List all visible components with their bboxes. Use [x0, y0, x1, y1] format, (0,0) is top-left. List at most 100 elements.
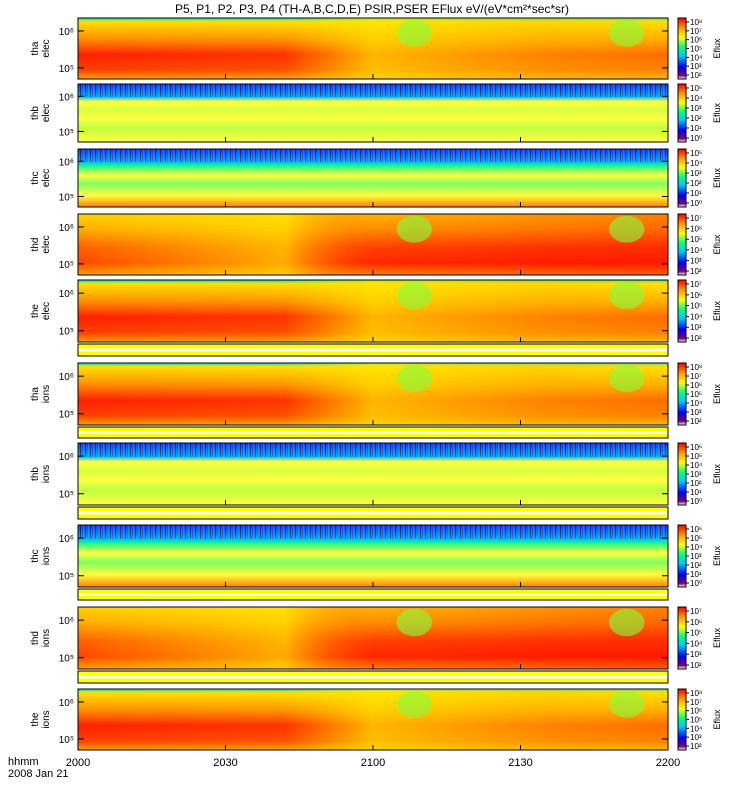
panel-probe-label: thd — [30, 238, 41, 252]
panel-species-label: elec — [41, 104, 52, 122]
y-tick-label: 10⁶ — [59, 289, 74, 300]
spectrogram-overlay — [78, 689, 668, 750]
panel-species-label: ions — [41, 547, 52, 565]
colorbar-tick-label: 10⁴ — [690, 94, 703, 103]
colorbar-tick-label: 10² — [690, 267, 702, 276]
colorbar-tick-label: 10⁴ — [690, 399, 703, 408]
colorbar-tick-label: 10⁵ — [690, 302, 702, 311]
y-tick-label: 10⁵ — [59, 64, 74, 75]
colorbar-tick-label: 10⁶ — [690, 618, 702, 627]
colorbar-tick-label: 10¹ — [690, 570, 702, 579]
colorbar-tick-label: 10³ — [690, 104, 702, 113]
colorbar-tick-label: 10⁴ — [690, 246, 703, 255]
spectrogram-feature — [396, 690, 432, 718]
y-tick-label: 10⁵ — [59, 490, 74, 501]
panel-species-label: ions — [41, 629, 52, 647]
y-tick-label: 10⁵ — [59, 654, 74, 665]
spectrogram-overlay — [78, 363, 668, 425]
panel-species-label: elec — [41, 235, 52, 253]
colorbar-label: Eflux — [712, 167, 722, 188]
spectrogram-feature — [396, 608, 432, 637]
panel-species-label: ions — [41, 385, 52, 403]
colorbar-tick-label: 10² — [690, 479, 702, 488]
colorbar-tick-label: 10⁷ — [690, 372, 702, 381]
colorbar-tick-label: 10² — [690, 417, 702, 426]
colorbar-tick-label: 10⁵ — [690, 452, 702, 461]
y-tick-label: 10⁵ — [59, 572, 74, 583]
colorbar-label: Eflux — [712, 463, 722, 484]
colorbar-tick-label: 10⁶ — [690, 225, 702, 234]
separator-strip-gap — [79, 431, 667, 434]
colorbar-tick-label: 10⁸ — [690, 18, 702, 27]
panel-probe-label: thb — [30, 467, 41, 481]
colorbar-label: Eflux — [712, 102, 722, 123]
spectrogram-noise — [78, 525, 668, 539]
colorbar-tick-label: 10⁵ — [690, 84, 702, 93]
y-tick-label: 10⁵ — [59, 327, 74, 338]
y-tick-label: 10⁵ — [59, 127, 74, 138]
colorbar-tick-label: 10² — [690, 661, 702, 670]
colorbar — [677, 606, 687, 670]
panel-probe-label: tha — [30, 387, 41, 401]
spectrogram-feature — [609, 215, 645, 243]
colorbar — [677, 213, 687, 276]
colorbar — [677, 442, 687, 506]
y-tick-label: 10⁵ — [59, 260, 74, 271]
time-axis-date: 2008 Jan 21 — [8, 768, 69, 780]
spectrogram-overlay — [78, 280, 668, 342]
time-tick-label: 2100 — [361, 757, 385, 769]
colorbar-tick-label: 10⁶ — [690, 525, 702, 534]
y-tick-label: 10⁶ — [59, 157, 74, 168]
colorbar-tick-label: 10⁴ — [690, 543, 703, 552]
spectrogram-feature — [609, 281, 645, 310]
y-tick-label: 10⁶ — [59, 223, 74, 234]
spectrogram-feature — [609, 608, 645, 637]
colorbar-tick-label: 10³ — [690, 552, 702, 561]
colorbar — [677, 83, 687, 143]
colorbar-tick-label: 10⁴ — [690, 53, 703, 62]
colorbar — [677, 279, 687, 343]
colorbar — [677, 688, 687, 751]
colorbar-label: Eflux — [712, 627, 722, 648]
colorbar-tick-label: 10³ — [690, 408, 702, 417]
panel-species-label: ions — [41, 465, 52, 483]
colorbar-tick-label: 10⁵ — [690, 235, 702, 244]
colorbar — [677, 362, 687, 426]
colorbar-tick-label: 10⁴ — [690, 312, 703, 321]
colorbar-tick-label: 10⁵ — [690, 629, 702, 638]
colorbar-tick-label: 10¹ — [690, 189, 702, 198]
y-tick-label: 10⁶ — [59, 616, 74, 627]
colorbar-tick-label: 10⁵ — [690, 45, 702, 54]
panel-probe-label: thb — [30, 106, 41, 120]
time-tick-label: 2200 — [656, 757, 680, 769]
colorbar-tick-label: 10⁴ — [690, 639, 703, 648]
panel-probe-label: thc — [30, 171, 41, 184]
colorbar-tick-label: 10² — [690, 114, 702, 123]
separator-strip-gap — [79, 348, 667, 352]
colorbar-tick-label: 10⁰ — [690, 497, 702, 506]
colorbar-tick-label: 10⁷ — [690, 607, 702, 616]
colorbar-tick-label: 10⁴ — [690, 461, 703, 470]
colorbar-tick-label: 10³ — [690, 470, 702, 479]
colorbar-tick-label: 10² — [690, 561, 702, 570]
spectrogram-feature — [609, 364, 645, 393]
panel-species-label: elec — [41, 39, 52, 57]
colorbar-tick-label: 10⁷ — [690, 27, 702, 36]
separator-strip-gap — [79, 675, 667, 679]
colorbar-tick-label: 10³ — [690, 169, 702, 178]
colorbar-tick-label: 10⁸ — [690, 363, 702, 372]
panel-probe-label: the — [30, 304, 41, 318]
panel-probe-label: the — [30, 712, 41, 726]
colorbar-tick-label: 10³ — [690, 256, 702, 265]
colorbar-tick-label: 10⁰ — [690, 199, 702, 208]
spectrogram-feature — [396, 281, 432, 310]
spectrogram-overlay — [78, 18, 668, 79]
panel-probe-label: tha — [30, 41, 41, 55]
